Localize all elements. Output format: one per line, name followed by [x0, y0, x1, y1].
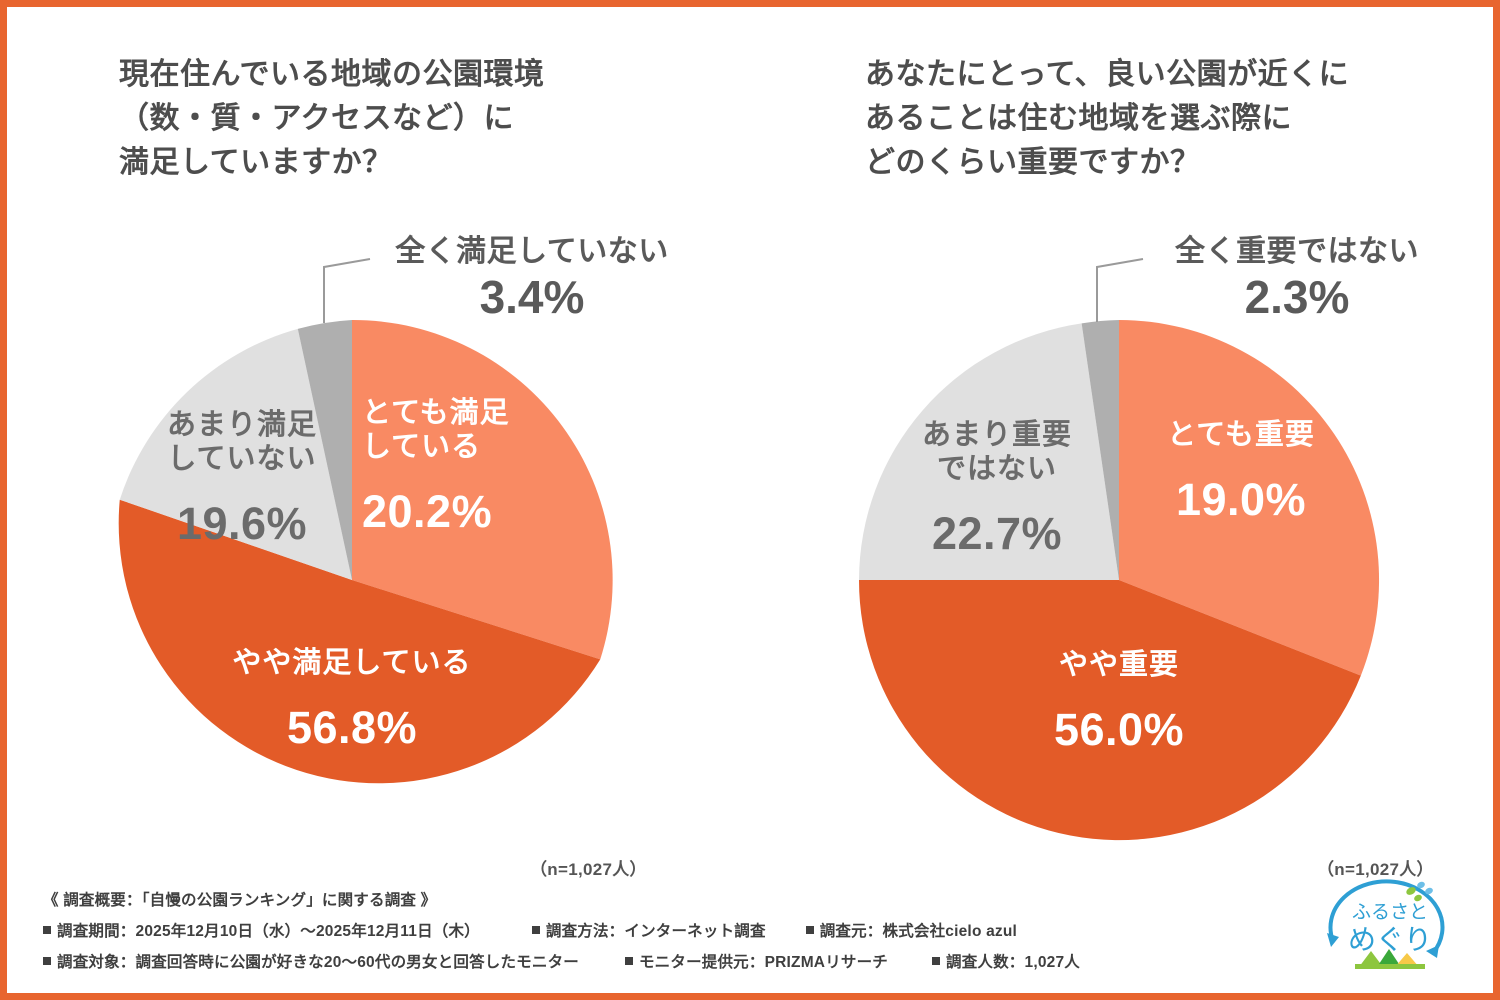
square-bullet-icon	[624, 957, 633, 965]
logo-leaf-dots	[1406, 881, 1433, 902]
slice-name-not-very-satisfied: あまり満足 していない	[166, 408, 317, 476]
pie-svg-left	[118, 258, 613, 784]
logo-mountains	[1355, 949, 1425, 969]
footer-text-sample-size: 調査人数：1,027人	[946, 954, 1080, 971]
footer-row-2: 調査対象：調査回答時に公園が好きな20〜60代の男女と回答したモニター モニター…	[43, 950, 1363, 972]
pie-slice-not-very-important[interactable]	[859, 323, 1119, 580]
slice-name-somewhat-satisfied: やや満足している	[232, 646, 472, 679]
question-title-right: あなたにとって、良い公園が近くに あることは住む地域を選ぶ際に どのくらい重要で…	[865, 58, 1350, 179]
footer-text-survey-source: 調査元：株式会社cielo azul	[819, 923, 1018, 940]
footer-item-survey-target: 調査対象：調査回答時に公園が好きな20〜60代の男女と回答したモニター	[43, 950, 579, 972]
callout-name-left: 全く満足していない	[395, 235, 669, 268]
square-bullet-icon	[805, 926, 814, 934]
callout-label-right: 全く重要ではない 2.3%	[1127, 235, 1467, 323]
slice-pct-somewhat-important: 56.0%	[1053, 703, 1185, 755]
pie-slice-not-satisfied-at-all[interactable]	[297, 320, 352, 580]
pie-chart-right: 全く重要ではない 2.3% とても重要 19.0% あまり重要 ではない 22.…	[797, 235, 1497, 897]
slice-pct-not-very-important: 22.7%	[931, 508, 1063, 560]
callout-label-left: 全く満足していない 3.4%	[352, 235, 712, 323]
slice-label-somewhat-important: やや重要 56.0%	[969, 629, 1269, 775]
slice-pct-somewhat-satisfied: 56.8%	[286, 701, 418, 753]
pie-chart-left: 全く満足していない 3.4% とても満足 している 20.2% あまり満足 して…	[52, 235, 752, 897]
n-label-left: （n=1,027人）	[530, 860, 647, 879]
pie-slice-not-very-satisfied[interactable]	[119, 328, 352, 580]
footer-text-survey-method: 調査方法：インターネット調査	[545, 923, 766, 940]
footer-text-survey-target: 調査対象：調査回答時に公園が好きな20〜60代の男女と回答したモニター	[57, 954, 579, 971]
callout-name-right: 全く重要ではない	[1175, 235, 1419, 268]
logo-arrow-head-right	[1426, 945, 1439, 958]
slice-pct-very-important: 19.0%	[1175, 473, 1307, 525]
logo-circle-arrow	[1328, 879, 1445, 955]
survey-overview-footer: 《 調査概要：「自慢の公園ランキング」に関する調査 》 調査期間：2025年12…	[43, 888, 1363, 981]
slice-name-very-important: とても重要	[1167, 418, 1315, 451]
slice-label-very-satisfied: とても満足 している 20.2%	[362, 377, 562, 557]
pie-svg-right	[858, 258, 1380, 841]
slice-pct-very-satisfied: 20.2%	[362, 486, 493, 538]
footer-item-survey-method: 調査方法：インターネット調査	[531, 919, 766, 941]
pie-slice-somewhat-satisfied[interactable]	[118, 499, 601, 784]
square-bullet-icon	[531, 926, 540, 934]
footer-item-survey-period: 調査期間：2025年12月10日（水）〜2025年12月11日（木）	[43, 919, 480, 941]
square-bullet-icon	[932, 957, 940, 965]
slice-name-very-satisfied: とても満足 している	[362, 396, 510, 464]
n-label-right: （n=1,027人）	[1317, 860, 1434, 879]
slice-name-somewhat-important: やや重要	[1058, 648, 1179, 681]
slice-pct-not-very-satisfied: 19.6%	[176, 498, 308, 550]
footer-item-monitor-provider: モニター提供元：PRIZMAリサーチ	[624, 950, 888, 972]
footer-text-survey-period: 調査期間：2025年12月10日（水）〜2025年12月11日（木）	[57, 923, 480, 940]
pie-slice-somewhat-important[interactable]	[858, 580, 1361, 841]
slice-label-not-very-satisfied: あまり満足 していない 19.6%	[142, 389, 342, 569]
pie-slice-very-satisfied[interactable]	[352, 319, 613, 660]
callout-leader-line-right	[1096, 258, 1144, 322]
question-title-left: 現在住んでいる地域の公園環境 （数・質・アクセスなど）に 満足していますか？	[119, 58, 545, 179]
footer-row-1: 調査期間：2025年12月10日（水）〜2025年12月11日（木） 調査方法：…	[43, 919, 1363, 941]
callout-pct-right: 2.3%	[1244, 271, 1350, 323]
slice-label-somewhat-satisfied: やや満足している 56.8%	[172, 627, 532, 773]
logo-text-line2: めぐり	[1348, 924, 1432, 955]
pie-slice-not-important-at-all[interactable]	[1081, 320, 1119, 580]
square-bullet-icon	[43, 926, 51, 934]
slice-label-not-very-important: あまり重要 ではない 22.7%	[897, 399, 1097, 579]
furusato-meguri-logo[interactable]: ふるさと めぐり	[1315, 871, 1465, 975]
slice-name-not-very-important: あまり重要 ではない	[921, 418, 1072, 486]
pie-slice-very-important[interactable]	[1119, 320, 1380, 676]
footer-text-monitor-provider: モニター提供元：PRIZMAリサーチ	[638, 954, 888, 971]
footer-heading: 《 調査概要：「自慢の公園ランキング」に関する調査 》	[43, 892, 437, 909]
square-bullet-icon	[43, 957, 51, 965]
footer-item-sample-size: 調査人数：1,027人	[932, 950, 1080, 972]
slice-label-very-important: とても重要 19.0%	[1131, 399, 1351, 545]
logo-text-line1: ふるさと	[1352, 902, 1428, 923]
callout-pct-left: 3.4%	[479, 271, 585, 323]
footer-item-survey-source: 調査元：株式会社cielo azul	[805, 919, 1018, 941]
callout-leader-line-left	[323, 258, 371, 323]
logo-arrow-head-left	[1327, 933, 1339, 947]
